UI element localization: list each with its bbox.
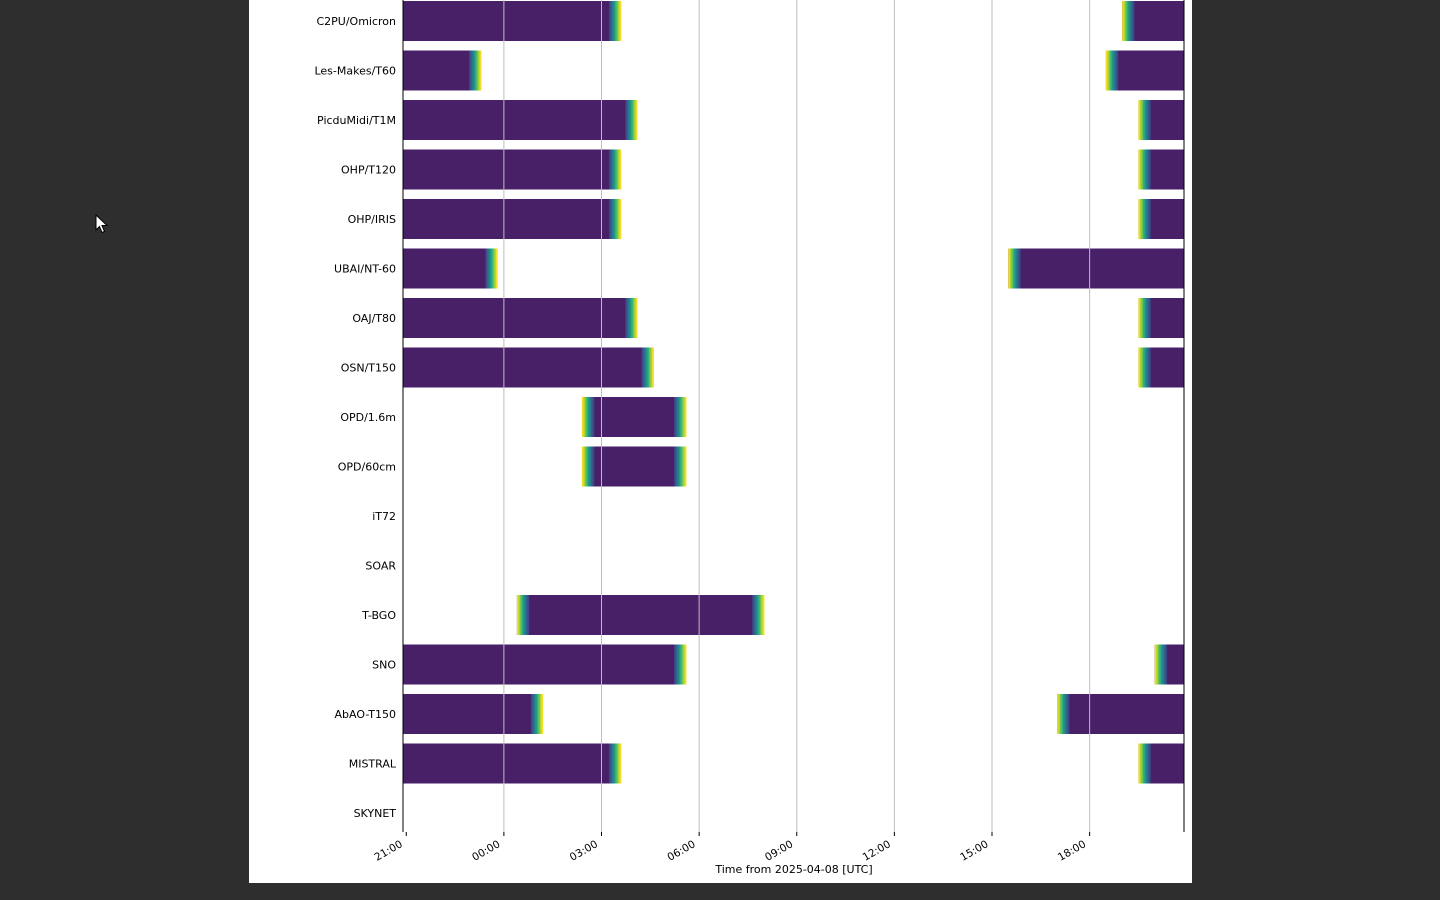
visibility-bar [1057, 694, 1184, 734]
visibility-bar [403, 644, 687, 685]
x-tick-label: 15:00 [958, 838, 990, 864]
visibility-bar [403, 100, 638, 140]
x-tick-label: 06:00 [665, 838, 697, 864]
visibility-bar [1138, 298, 1184, 338]
category-label: OPD/60cm [338, 461, 396, 474]
visibility-bar [1138, 100, 1184, 140]
category-label: Les-Makes/T60 [314, 65, 396, 78]
x-tick-label: 09:00 [763, 838, 795, 864]
visibility-bar [403, 50, 482, 91]
category-label: OPD/1.6m [340, 411, 396, 424]
category-label: OHP/T120 [341, 164, 396, 177]
category-label: SKYNET [354, 807, 397, 820]
visibility-bar [1154, 644, 1184, 685]
category-label: PicduMidi/T1M [317, 114, 396, 127]
mouse-pointer-icon [95, 214, 109, 234]
x-tick-label: 18:00 [1056, 838, 1088, 864]
category-label: OSN/T150 [341, 362, 396, 375]
category-label: C2PU/Omicron [316, 15, 396, 28]
category-label: UBAI/NT-60 [334, 263, 396, 276]
visibility-bar [403, 149, 622, 190]
visibility-bar [1138, 199, 1184, 239]
visibility-bar [403, 298, 638, 338]
visibility-bar [1122, 1, 1184, 41]
category-label: AbAO-T150 [335, 708, 396, 721]
visibility-bar [403, 1, 622, 41]
visibility-bar [403, 694, 544, 734]
visibility-bar [403, 743, 622, 784]
category-label: OHP/IRIS [348, 213, 396, 226]
x-tick-label: 03:00 [568, 838, 600, 864]
visibility-bar [403, 248, 498, 289]
x-axis-label: Time from 2025-04-08 [UTC] [714, 863, 872, 876]
category-label: T-BGO [361, 609, 396, 622]
visibility-bar [581, 397, 687, 437]
category-label: iT72 [372, 510, 396, 523]
visibility-bar [1138, 149, 1184, 190]
timeline-chart: C2PU/Omicron Les-Makes/T60 PicduMidi/T1M OH… [314, 0, 1185, 876]
category-label: SNO [372, 659, 396, 672]
visibility-bar [403, 347, 654, 388]
visibility-bar [516, 595, 765, 635]
chart-page: C2PU/Omicron Les-Makes/T60 PicduMidi/T1M OH… [249, 0, 1192, 883]
visibility-bar [1138, 743, 1184, 784]
x-tick-label: 12:00 [861, 838, 893, 864]
visibility-bar [403, 199, 622, 239]
x-tick-label: 00:00 [470, 838, 502, 864]
visibility-bar [581, 446, 687, 487]
category-label: SOAR [365, 560, 396, 573]
category-label: OAJ/T80 [352, 312, 396, 325]
category-label: MISTRAL [349, 758, 397, 771]
x-tick-label: 21:00 [373, 838, 405, 864]
visibility-bar [1138, 347, 1184, 388]
visibility-bar [1105, 50, 1184, 91]
visibility-bar [1008, 248, 1184, 289]
